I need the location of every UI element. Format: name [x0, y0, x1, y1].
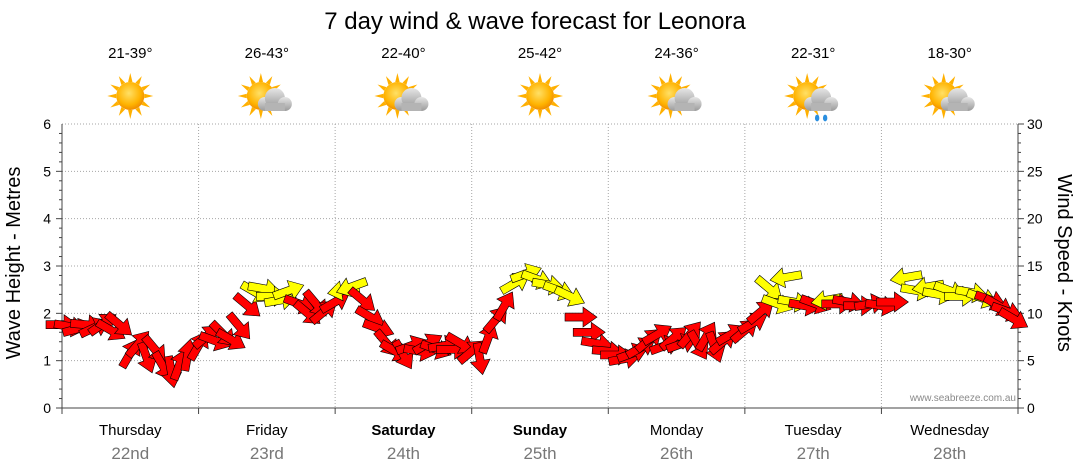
partly-cloudy-icon — [237, 73, 292, 119]
grid-lines — [62, 123, 1018, 408]
day-date-label: 28th — [933, 444, 966, 463]
y-left-tick-label: 6 — [43, 116, 51, 132]
y-right-tick-label: 10 — [1027, 305, 1043, 321]
partly-cloudy-icon — [374, 73, 429, 119]
day-name-label: Tuesday — [785, 422, 842, 439]
daily-temperatures: 21-39° 26-43° 22-40° 25-42° 24-36° 22-31° 18-3… — [108, 45, 972, 62]
sunny-icon — [517, 73, 563, 119]
wind-arrow — [469, 342, 491, 376]
wind-arrow — [769, 267, 803, 289]
y-right-tick-label: 5 — [1027, 353, 1035, 369]
temperature-range-label: 18-30° — [928, 45, 972, 62]
wind-arrow — [271, 280, 305, 301]
day-date-label: 22nd — [111, 444, 149, 463]
day-name-label: Saturday — [371, 422, 436, 439]
day-name-label: Sunday — [513, 422, 568, 439]
day-date-label: 23rd — [250, 444, 284, 463]
wind-arrow — [876, 291, 909, 313]
wind-arrow — [225, 311, 251, 340]
axes: 0 1 2 3 4 5 6 0 5 10 15 20 25 30 — [43, 116, 1043, 416]
day-date-label: 27th — [797, 444, 830, 463]
y-axis-left-label: Wave Height - Metres — [3, 167, 25, 360]
y-axis-right-label: Wind Speed - Knots — [1053, 174, 1075, 352]
y-right-tick-label: 30 — [1027, 116, 1043, 132]
temperature-range-label: 25-42° — [518, 45, 562, 62]
y-left-tick-label: 3 — [43, 258, 51, 274]
wind-arrow — [492, 291, 515, 323]
y-left-tick-label: 2 — [43, 305, 51, 321]
wind-arrow — [553, 285, 585, 307]
y-right-tick-label: 25 — [1027, 163, 1043, 179]
credit-text: www.seabreeze.com.au — [909, 393, 1016, 404]
wind-arrow — [572, 321, 606, 343]
temperature-range-label: 24-36° — [654, 45, 698, 62]
y-left-tick-label: 0 — [43, 400, 51, 416]
y-right-tick-label: 20 — [1027, 211, 1043, 227]
temperature-range-label: 22-31° — [791, 45, 835, 62]
wind-arrow — [478, 322, 499, 355]
wind-arrow — [997, 307, 1029, 330]
day-date-label: 26th — [660, 444, 693, 463]
day-date-label: 25th — [523, 444, 556, 463]
y-left-tick-label: 5 — [43, 163, 51, 179]
day-name-label: Monday — [650, 422, 704, 439]
temperature-range-label: 21-39° — [108, 45, 152, 62]
chart-title: 7 day wind & wave forecast for Leonora — [324, 8, 746, 35]
wind-arrow — [232, 292, 261, 317]
y-right-tick-label: 0 — [1027, 400, 1035, 416]
wind-arrow — [694, 321, 717, 353]
wind-arrows — [45, 263, 1029, 389]
wind-arrow — [104, 310, 133, 336]
y-left-tick-label: 4 — [43, 211, 51, 227]
weather-icons — [107, 73, 975, 122]
day-name-label: Friday — [246, 422, 288, 439]
wind-arrow — [889, 267, 923, 289]
day-date-label: 24th — [387, 444, 420, 463]
wind-arrow — [641, 324, 672, 347]
partly-cloudy-icon — [647, 73, 702, 119]
wind-arrow — [745, 300, 774, 326]
temperature-range-label: 26-43° — [245, 45, 289, 62]
y-left-tick-label: 1 — [43, 353, 51, 369]
sunny-icon — [107, 73, 154, 119]
day-name-label: Thursday — [99, 422, 162, 439]
y-right-tick-label: 15 — [1027, 258, 1043, 274]
partly-cloudy-icon — [920, 73, 975, 119]
day-labels: Thursday 22nd Friday 23rd Saturday 24th Sunday… — [99, 422, 990, 463]
wind-arrow — [564, 306, 598, 328]
day-name-label: Wednesday — [910, 422, 989, 439]
shower-icon — [784, 73, 839, 122]
temperature-range-label: 22-40° — [381, 45, 425, 62]
